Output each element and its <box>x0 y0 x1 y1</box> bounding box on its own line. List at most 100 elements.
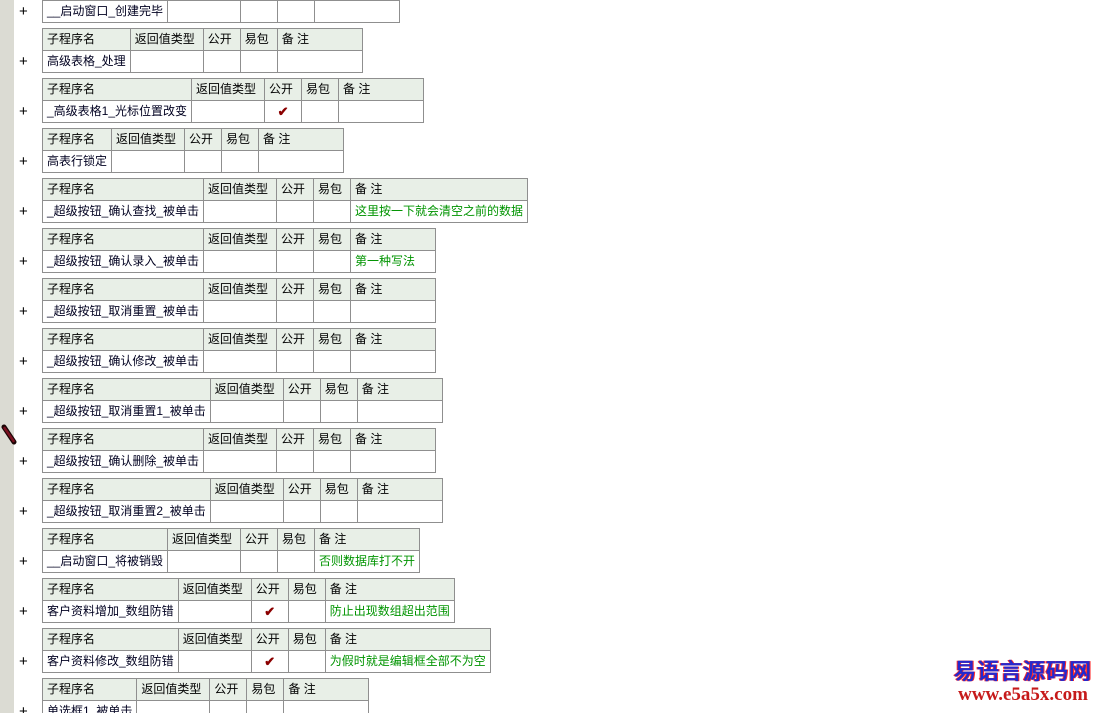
subroutine-name-cell[interactable]: __启动窗口_将被销毁 <box>41 550 169 573</box>
subroutine-table: 子程序名 返回值类型 公开 易包 备 注 __启动窗口_将被销毁 否则数据库打不… <box>41 528 421 573</box>
subroutine-name-cell[interactable]: 客户资料增加_数组防错 <box>42 600 179 623</box>
remark-cell[interactable] <box>258 150 345 173</box>
remark-cell[interactable]: 这里按一下就会清空之前的数据 <box>350 200 529 223</box>
subroutine-name-cell[interactable]: 单选框1_被单击 <box>41 700 138 713</box>
package-flag-cell[interactable] <box>319 400 358 423</box>
expand-button[interactable]: + <box>19 203 28 220</box>
subroutine-row: _超级按钮_取消重置_被单击 <box>41 300 437 323</box>
expand-button[interactable]: + <box>19 53 28 70</box>
package-flag-cell[interactable] <box>313 350 352 373</box>
subroutine-name-cell[interactable]: _超级按钮_取消重置2_被单击 <box>42 500 211 523</box>
remark-cell[interactable]: 防止出现数组超出范围 <box>324 600 455 623</box>
column-header-return-type: 返回值类型 <box>209 478 284 501</box>
subroutine-name-cell[interactable]: _超级按钮_确认录入_被单击 <box>41 250 205 273</box>
remark-cell[interactable] <box>356 500 443 523</box>
package-flag-cell[interactable] <box>313 250 352 273</box>
public-flag-cell[interactable] <box>282 400 321 423</box>
subroutine-name-cell[interactable]: _超级按钮_取消重置_被单击 <box>41 300 205 323</box>
expand-button[interactable]: + <box>19 253 28 270</box>
return-type-cell[interactable] <box>191 100 266 123</box>
remark-cell[interactable] <box>338 100 425 123</box>
remark-cell[interactable]: 否则数据库打不开 <box>314 550 421 573</box>
subroutine-name-cell[interactable]: _超级按钮_确认删除_被单击 <box>41 450 205 473</box>
public-flag-cell[interactable] <box>276 450 315 473</box>
column-header-package: 易包 <box>287 578 326 601</box>
expand-button[interactable]: + <box>19 603 28 620</box>
public-flag-cell[interactable] <box>276 250 315 273</box>
subroutine-block: + 子程序名 返回值类型 公开 易包 备 注 _高级表格1_光标位置改变 ✔ <box>0 78 425 123</box>
subroutine-name-cell[interactable]: _超级按钮_确认查找_被单击 <box>41 200 205 223</box>
package-flag-cell[interactable] <box>287 650 326 673</box>
package-flag-cell[interactable] <box>313 300 352 323</box>
expand-button[interactable]: + <box>19 453 28 470</box>
expand-button[interactable]: + <box>19 103 28 120</box>
package-flag-cell[interactable] <box>287 600 326 623</box>
public-flag-cell[interactable] <box>209 700 248 713</box>
remark-cell[interactable] <box>283 700 370 713</box>
package-flag-cell[interactable] <box>313 450 352 473</box>
subroutine-name-cell[interactable]: _超级按钮_取消重置1_被单击 <box>42 400 211 423</box>
subroutine-name-cell[interactable]: 高表行锁定 <box>41 150 113 173</box>
expand-button[interactable]: + <box>19 303 28 320</box>
return-type-cell[interactable] <box>177 650 252 673</box>
expand-button[interactable]: + <box>19 503 28 520</box>
expand-button[interactable]: + <box>19 553 28 570</box>
subroutine-table: 子程序名 返回值类型 公开 易包 备 注 高级表格_处理 <box>42 28 363 73</box>
public-flag-cell[interactable] <box>240 550 279 573</box>
package-flag-cell[interactable] <box>246 700 285 713</box>
public-flag-cell[interactable]: ✔ <box>250 650 289 673</box>
package-flag-cell[interactable] <box>277 0 316 23</box>
remark-cell[interactable] <box>356 400 443 423</box>
return-type-cell[interactable] <box>203 450 278 473</box>
return-type-cell[interactable] <box>177 600 252 623</box>
expand-button[interactable]: + <box>19 703 28 713</box>
public-flag-cell[interactable] <box>202 50 241 73</box>
remark-cell[interactable]: 为假时就是编辑框全部不为空 <box>324 650 491 673</box>
remark-cell[interactable]: 第一种写法 <box>350 250 437 273</box>
subroutine-name-cell[interactable]: _高级表格1_光标位置改变 <box>41 100 193 123</box>
return-type-cell[interactable] <box>209 500 284 523</box>
return-type-cell[interactable] <box>209 400 284 423</box>
remark-cell[interactable] <box>314 0 401 23</box>
subroutine-block: + 子程序名 返回值类型 公开 易包 备 注 _超级按钮_取消重置2_被单击 <box>0 478 443 523</box>
expand-button[interactable]: + <box>19 403 28 420</box>
column-header-remark: 备 注 <box>350 328 437 351</box>
package-flag-cell[interactable] <box>277 550 316 573</box>
expand-button[interactable]: + <box>19 3 28 20</box>
package-flag-cell[interactable] <box>319 500 358 523</box>
return-type-cell[interactable] <box>111 150 186 173</box>
public-flag-cell[interactable] <box>282 500 321 523</box>
return-type-cell[interactable] <box>167 550 242 573</box>
package-flag-cell[interactable] <box>313 200 352 223</box>
watermark-site-name: 易语言源码网 <box>953 659 1092 684</box>
subroutine-name-cell[interactable]: 高级表格_处理 <box>42 50 131 73</box>
return-type-cell[interactable] <box>203 200 278 223</box>
return-type-cell[interactable] <box>203 300 278 323</box>
public-flag-cell[interactable] <box>276 350 315 373</box>
subroutine-name-cell[interactable]: _超级按钮_确认修改_被单击 <box>41 350 205 373</box>
public-flag-cell[interactable] <box>276 300 315 323</box>
expand-button[interactable]: + <box>19 653 28 670</box>
package-flag-cell[interactable] <box>239 50 278 73</box>
package-flag-cell[interactable] <box>221 150 260 173</box>
remark-cell[interactable] <box>350 300 437 323</box>
column-header-return-type: 返回值类型 <box>177 578 252 601</box>
return-type-cell[interactable] <box>167 0 242 23</box>
return-type-cell[interactable] <box>203 350 278 373</box>
subroutine-name-cell[interactable]: 客户资料修改_数组防错 <box>42 650 179 673</box>
return-type-cell[interactable] <box>129 50 204 73</box>
public-flag-cell[interactable] <box>276 200 315 223</box>
expand-button[interactable]: + <box>19 153 28 170</box>
expand-button[interactable]: + <box>19 353 28 370</box>
return-type-cell[interactable] <box>203 250 278 273</box>
subroutine-name-cell[interactable]: __启动窗口_创建完毕 <box>41 0 169 23</box>
public-flag-cell[interactable]: ✔ <box>250 600 289 623</box>
return-type-cell[interactable] <box>136 700 211 713</box>
package-flag-cell[interactable] <box>301 100 340 123</box>
public-flag-cell[interactable]: ✔ <box>264 100 303 123</box>
public-flag-cell[interactable] <box>240 0 279 23</box>
remark-cell[interactable] <box>350 450 437 473</box>
remark-cell[interactable] <box>350 350 437 373</box>
remark-cell[interactable] <box>276 50 363 73</box>
public-flag-cell[interactable] <box>184 150 223 173</box>
